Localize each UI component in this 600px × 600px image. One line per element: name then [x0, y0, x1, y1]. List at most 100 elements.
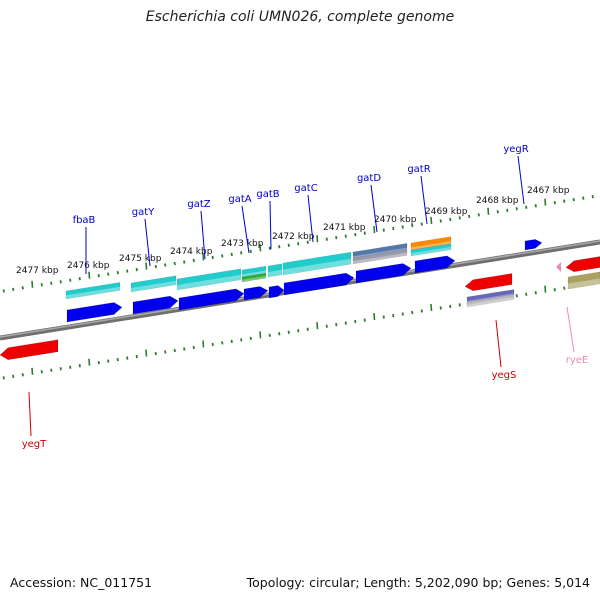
gatR-cds[interactable]	[414, 255, 456, 274]
top-minor-tick	[116, 270, 119, 275]
top-minor-tick	[382, 228, 385, 232]
next-feature[interactable]	[567, 271, 600, 290]
gene-label[interactable]: gatZ	[187, 199, 210, 210]
gene-label[interactable]: fbaB	[73, 215, 96, 226]
kbp-tick-label: 2467 kbp	[527, 186, 570, 196]
top-minor-tick	[50, 281, 53, 285]
bottom-minor-tick	[50, 368, 53, 372]
accession-text: Accession: NC_011751	[10, 575, 153, 590]
top-minor-tick	[240, 251, 243, 255]
top-minor-tick	[211, 255, 214, 260]
gene-label[interactable]: yegT	[22, 439, 47, 450]
gene-label[interactable]: gatB	[256, 189, 279, 200]
top-minor-tick	[164, 263, 167, 267]
top-minor-tick	[354, 232, 357, 237]
top-minor-tick	[12, 287, 15, 291]
bottom-minor-tick	[183, 347, 186, 351]
bottom-minor-tick	[306, 327, 309, 331]
yegT-cds[interactable]	[0, 339, 59, 360]
fbaB-cds[interactable]	[66, 302, 123, 323]
top-minor-tick	[392, 226, 395, 231]
gene-label[interactable]: gatC	[294, 183, 317, 194]
gatC-cds[interactable]	[283, 272, 355, 296]
bottom-major-tick	[31, 367, 34, 375]
leader-line	[370, 184, 378, 233]
yegR-cds[interactable]	[524, 239, 543, 251]
gene-label[interactable]: gatY	[132, 207, 155, 218]
gene-label[interactable]: gatD	[357, 173, 381, 184]
gatB-feature[interactable]	[267, 263, 283, 278]
bottom-minor-tick	[173, 348, 176, 353]
gatA-cds[interactable]	[243, 286, 269, 301]
top-minor-tick	[325, 237, 328, 241]
bottom-minor-tick	[116, 357, 119, 362]
top-minor-tick	[192, 258, 195, 263]
leader-line	[200, 210, 206, 260]
top-minor-tick	[506, 208, 509, 212]
gene-label[interactable]: gatA	[228, 194, 251, 205]
top-minor-tick	[411, 223, 414, 228]
top-major-tick	[259, 244, 262, 252]
bottom-major-tick	[373, 313, 376, 321]
top-minor-tick	[458, 216, 461, 220]
top-minor-tick	[126, 269, 129, 273]
yegS-domain[interactable]	[466, 294, 515, 308]
label-layer: 2477 kbp 2476 kbp 2475 kbp 2474 kbp 2473 kbp…	[16, 144, 588, 450]
top-major-tick	[145, 262, 148, 270]
top-minor-tick	[297, 242, 300, 246]
top-minor-tick	[2, 289, 5, 293]
top-minor-tick	[335, 236, 338, 240]
top-minor-tick	[439, 219, 442, 223]
bottom-minor-tick	[420, 309, 423, 313]
feature-layer[interactable]	[0, 236, 600, 360]
bottom-minor-tick	[221, 341, 224, 345]
yegS-cds[interactable]	[464, 273, 513, 291]
ryeE-rna[interactable]	[556, 262, 561, 272]
bottom-major-tick	[145, 349, 148, 357]
gatR-domain[interactable]	[410, 243, 452, 257]
gatD-cds[interactable]	[355, 263, 412, 284]
bottom-minor-tick	[126, 356, 129, 360]
top-minor-tick	[534, 204, 537, 208]
bottom-minor-tick	[335, 323, 338, 327]
bottom-minor-tick	[344, 321, 347, 325]
top-minor-tick	[344, 234, 347, 238]
gatA-domain[interactable]	[241, 272, 267, 283]
bottom-minor-tick	[278, 332, 281, 336]
gene-label[interactable]: yegR	[503, 144, 528, 155]
top-minor-tick	[40, 283, 43, 287]
kbp-tick-label: 2477 kbp	[16, 266, 59, 276]
top-minor-tick	[525, 205, 528, 209]
fbaB-feature[interactable]	[65, 282, 121, 300]
bottom-minor-tick	[354, 319, 357, 324]
kbp-tick-label: 2475 kbp	[119, 254, 162, 264]
bottom-minor-tick	[192, 345, 195, 350]
gatZ-cds[interactable]	[178, 288, 245, 311]
bottom-major-tick	[316, 322, 319, 330]
gatZ-feature[interactable]	[176, 268, 242, 291]
leader-line	[28, 391, 32, 437]
top-minor-tick	[306, 240, 309, 244]
bottom-minor-tick	[211, 342, 214, 347]
gatY-feature[interactable]	[130, 275, 177, 293]
gene-label[interactable]: ryeE	[566, 355, 589, 366]
top-minor-tick	[173, 261, 176, 266]
gene-label[interactable]: yegS	[492, 370, 517, 381]
top-minor-tick	[21, 286, 24, 290]
top-minor-tick	[572, 198, 575, 202]
gatD-domain[interactable]	[352, 249, 408, 265]
gatC-feature[interactable]	[282, 251, 352, 276]
gatY-cds[interactable]	[132, 295, 179, 315]
gene-label[interactable]: gatR	[407, 164, 430, 175]
gatB-cds[interactable]	[268, 285, 285, 299]
top-minor-tick	[582, 196, 585, 200]
top-minor-tick	[221, 254, 224, 258]
kbp-tick-label: 2471 kbp	[323, 223, 366, 233]
bottom-major-tick	[88, 358, 91, 366]
top-minor-tick	[278, 245, 281, 249]
kbp-tick-label: 2473 kbp	[221, 239, 264, 249]
next-cds[interactable]	[565, 256, 600, 272]
top-minor-tick	[59, 280, 62, 284]
bottom-minor-tick	[40, 370, 43, 374]
